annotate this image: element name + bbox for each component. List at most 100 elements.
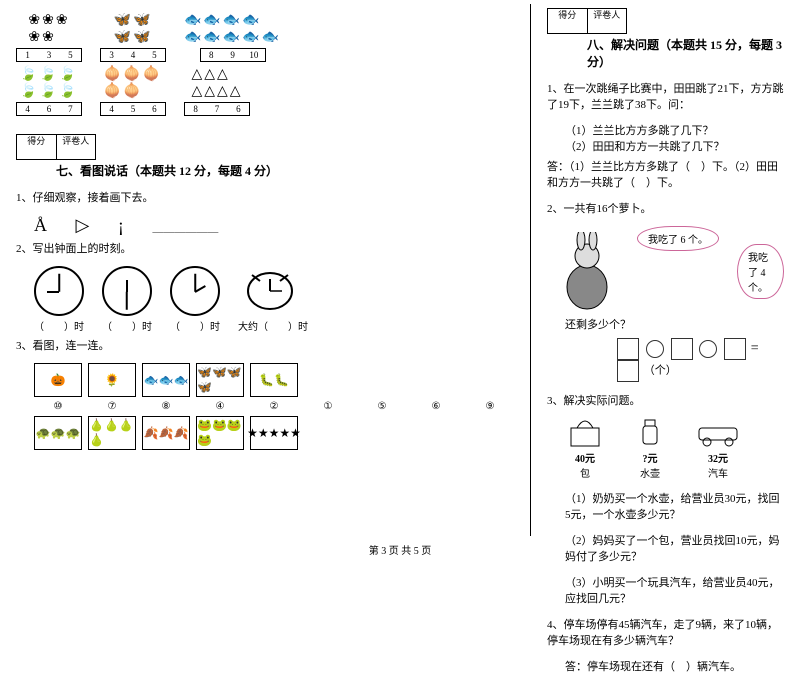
butterfly-icon: 🦋🦋🦋🦋 [114,12,153,46]
circled-num: ⑩ [34,401,82,412]
page: ❀❀❀❀❀ 1 3 5 🦋🦋🦋🦋 3 4 5 🐟🐟🐟🐟🐟🐟🐟🐟🐟 [0,0,800,540]
car-icon [695,418,741,448]
num-box: 3 4 5 [100,48,166,62]
pic-cell: 🐟🐟🐟 [142,363,190,397]
score-label: 得分 [17,135,57,159]
q8-1-answer: 答：（1）兰兰比方方多跳了（ ）下。（2）田田和方方一共跳了（ ）下。 [547,158,784,190]
q8-1b: （2）田田和方方一共跳了几下？ [547,138,784,154]
q8-1: 1、在一次跳绳子比赛中，田田跳了21下，方方跳了19下，兰兰跳了38下。问： [547,80,784,112]
lollipop-icon: Å [34,215,59,235]
num: 3 [38,49,59,61]
num-box: 8 7 6 [184,102,250,116]
score-box: 得分 评卷人 [16,134,96,160]
num: 7 [206,103,227,115]
price: 40元 [565,450,605,465]
img-block: 🐟🐟🐟🐟🐟🐟🐟🐟🐟 8 9 10 [184,12,281,62]
img-block: △△△△△△△ 8 7 6 [184,66,250,116]
num: 7 [60,103,81,115]
pic-cell: 🍂🍂🍂 [142,416,190,450]
clock-icon [102,266,152,316]
q8-2: 2、一共有16个萝卜。 [547,200,784,216]
box-icon [617,360,639,382]
speech-bubble-1: 我吃了 6 个。 [637,226,719,251]
clock-label: 大约（ ）时 [238,318,308,333]
q8-3b: （2）妈妈买了一个包，营业员找回10元，妈妈付了多少元？ [547,532,784,564]
clock-item: （ ）时 [170,266,220,333]
num: 5 [122,103,143,115]
num: 9 [222,49,243,61]
clock-icon [34,266,84,316]
equals-sign: = [751,341,759,356]
pic-cell: 🐛🐛 [250,363,298,397]
pic-cell: 🦋🦋🦋🦋 [196,363,244,397]
circled-num: ⑦ [88,401,136,412]
goods-name: 水壶 [635,465,665,480]
num-box: 4 5 6 [100,102,166,116]
score-box: 得分 评卷人 [547,8,627,34]
circled-num: ① [304,401,352,412]
goods-name: 包 [565,465,605,480]
q7-2: 2、写出钟面上的时刻。 [16,240,514,256]
grader-label: 评卷人 [57,135,96,159]
grader-label: 评卷人 [588,9,627,33]
rabbit-left-icon [557,232,617,312]
circle-icon [646,340,664,358]
goods-name: 汽车 [695,465,741,480]
num-box: 8 9 10 [200,48,266,62]
pic-cell: 🍐🍐🍐🍐 [88,416,136,450]
num: 4 [122,49,143,61]
num: 5 [144,49,165,61]
goods-row: 40元 包 ?元 水壶 32元 汽车 [547,418,784,480]
onion-icon: 🧅🧅🧅🧅🧅 [104,66,162,100]
clock-item: 大约（ ）时 [238,267,308,333]
circled-num: ⑧ [142,401,190,412]
pic-cell: 🎃 [34,363,82,397]
num-box: 1 3 5 [16,48,82,62]
clock-item: （ ）时 [102,266,152,333]
section-8-title: 八、解决问题（本题共 15 分，每题 3 分） [547,34,784,76]
blank-line: ＿＿＿＿＿＿ [152,222,218,234]
num: 8 [185,103,206,115]
num: 3 [101,49,122,61]
img-block: 🦋🦋🦋🦋 3 4 5 [100,12,166,62]
num-box: 4 6 7 [16,102,82,116]
clock-icon [170,266,220,316]
num: 8 [201,49,222,61]
circle-icon [699,340,717,358]
q7-1: 1、仔细观察，接着画下去。 [16,189,514,205]
left-column: ❀❀❀❀❀ 1 3 5 🦋🦋🦋🦋 3 4 5 🐟🐟🐟🐟🐟🐟🐟🐟🐟 [0,0,530,540]
rabbit-scene: 我吃了 6 个。 我吃了 4 个。 [547,226,784,316]
section-7-title: 七、看图说话（本题共 12 分，每题 4 分） [16,160,514,185]
price: ?元 [635,450,665,465]
num: 4 [17,103,38,115]
q8-3a: （1）奶奶买一个水壶，给营业员30元，找回5元，一个水壶多少元？ [547,490,784,522]
equation-boxes: = （个） [597,338,784,382]
top-row-2: 🍃🍃🍃🍃🍃🍃 4 6 7 🧅🧅🧅🧅🧅 4 5 6 △△△△△△△ [16,66,514,116]
q8-1a: （1）兰兰比方方多跳了几下？ [547,122,784,138]
q7-1-figures: Å ▷ ¡ ＿＿＿＿＿＿ [16,215,514,236]
pic-cell: 🌻 [88,363,136,397]
box-icon [724,338,746,360]
pin-icon: ¡ [118,215,136,235]
clock-row: （ ）时 （ ）时 （ ）时 [16,266,514,333]
q7-3: 3、看图，连一连。 [16,337,514,353]
pic-cell: 🐸🐸🐸🐸 [196,416,244,450]
img-block: ❀❀❀❀❀ 1 3 5 [16,12,82,62]
clock-label: （ ）时 [34,318,84,333]
q8-2-ask: 还剩多少个？ [547,316,784,332]
num: 6 [144,103,165,115]
unit-label: （个） [644,365,677,377]
num: 6 [228,103,249,115]
pic-cell: 🐢🐢🐢 [34,416,82,450]
img-block: 🍃🍃🍃🍃🍃🍃 4 6 7 [16,66,82,116]
num: 4 [101,103,122,115]
num: 1 [17,49,38,61]
box-icon [617,338,639,360]
score-label: 得分 [548,9,588,33]
top-row-1: ❀❀❀❀❀ 1 3 5 🦋🦋🦋🦋 3 4 5 🐟🐟🐟🐟🐟🐟🐟🐟🐟 [16,12,514,62]
box-icon [671,338,693,360]
speech-bubble-2: 我吃了 4 个。 [737,244,784,299]
alarm-clock-icon [238,267,302,313]
num: 10 [243,49,264,61]
q8-4: 4、停车场停有45辆汽车，走了9辆，来了10辆，停车场现在有多少辆汽车？ [547,616,784,648]
